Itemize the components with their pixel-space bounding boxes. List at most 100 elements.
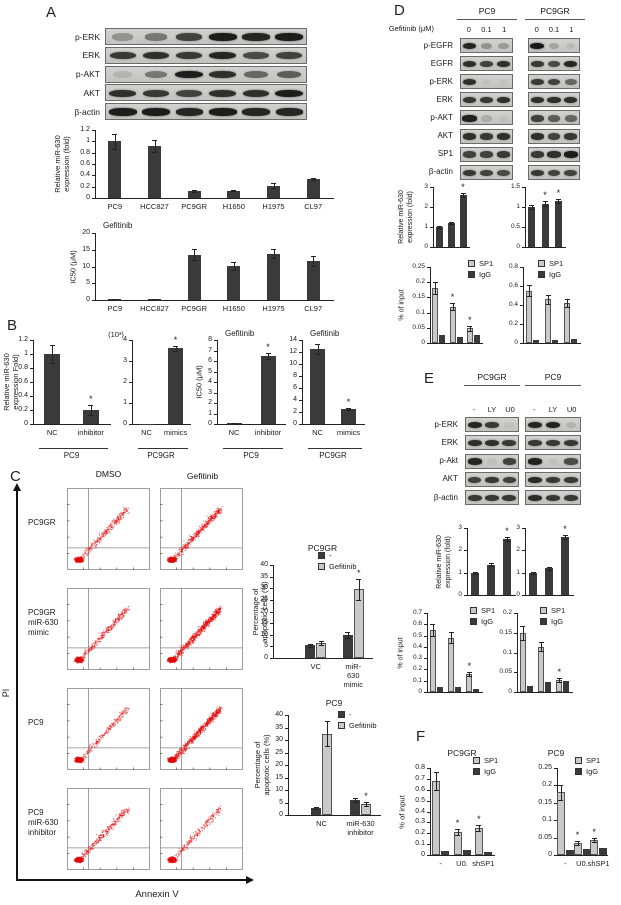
error-bar [273, 182, 275, 189]
legend-swatch-SP1 [540, 607, 547, 614]
y-tick [92, 130, 95, 131]
y-tick [92, 141, 95, 143]
x-axis [273, 658, 373, 659]
y-tick [214, 392, 217, 394]
blot-row-label: p-AKT [75, 69, 100, 79]
y-tick-label: 0.1 [415, 840, 425, 848]
x-tick-label: U0. [576, 859, 588, 868]
error-cap [191, 190, 197, 192]
bar [449, 306, 456, 343]
flow-plot [160, 588, 243, 670]
flow-row-label: PC9GR [28, 518, 56, 527]
error-cap [504, 536, 510, 538]
y-tick [427, 789, 430, 791]
error-cap [530, 573, 536, 575]
blot-band [564, 133, 578, 140]
y-tick-label: 5 [86, 279, 90, 287]
y-tick [430, 187, 433, 188]
bar [311, 807, 321, 815]
error-cap [546, 566, 552, 568]
error-cap [152, 151, 157, 153]
y-tick-label: 0.6 [80, 160, 90, 167]
blot-strip [465, 417, 519, 432]
lane-dose-label: 0 [534, 25, 539, 34]
y-tick [430, 207, 433, 208]
blot-strip [525, 417, 581, 432]
blot-band [530, 133, 545, 140]
error-cap [530, 571, 536, 573]
y-tick-label: 3 [458, 524, 462, 531]
blot-band [175, 70, 204, 79]
panel-d-letter: D [394, 2, 405, 19]
legend-swatch-Gefitinib [318, 563, 325, 570]
y-tick [214, 403, 217, 404]
blot-strip [105, 103, 307, 120]
blot-strip [105, 65, 307, 83]
error-bar [436, 772, 438, 790]
blot-strip [105, 28, 307, 45]
y-tick-label: 0 [514, 339, 518, 346]
error-bar [194, 190, 196, 193]
y-tick-label: 0.1 [412, 676, 422, 684]
y-tick-label: 0 [548, 851, 552, 858]
y-tick-label: 0.2 [502, 609, 512, 616]
legend-label: IgG [551, 617, 564, 626]
y-tick [285, 790, 288, 791]
blot-band [244, 70, 268, 79]
underline [525, 385, 581, 386]
error-cap [542, 206, 548, 208]
y-tick [92, 152, 95, 154]
y-tick [129, 382, 132, 383]
x-axis [302, 424, 365, 425]
y-tick-label: 1 [516, 568, 520, 576]
error-bar [558, 199, 560, 203]
annexin-axis-arrowhead-icon [246, 875, 254, 884]
error-cap [324, 746, 330, 748]
y-tick [270, 634, 273, 636]
error-bar [560, 784, 562, 800]
blot-row-label: AKT [83, 87, 100, 98]
blot-strip [460, 128, 513, 144]
blot-band [563, 494, 579, 502]
bar [260, 355, 276, 424]
blot-band [109, 52, 136, 60]
y-tick-label: 2 [123, 378, 127, 385]
error-cap [310, 265, 316, 267]
y-tick-label: 5 [279, 798, 283, 806]
error-cap [448, 221, 454, 223]
error-bar [310, 643, 312, 647]
annexin-axis-line [16, 879, 246, 881]
y-tick [285, 740, 288, 741]
x-tick-label: VC [310, 662, 321, 671]
error-bar [268, 352, 269, 359]
legend-label: IgG [549, 270, 562, 279]
y-tick-label: 6 [208, 357, 212, 364]
y-tick [92, 300, 95, 301]
y-tick [464, 595, 467, 596]
blot-band [462, 169, 477, 176]
bar [599, 848, 608, 855]
y-tick [299, 400, 302, 401]
y-tick-label: 4 [208, 378, 212, 385]
legend-label: SP1 [484, 756, 499, 765]
y-tick [427, 800, 430, 802]
blot-band [564, 79, 577, 86]
y-tick-label: 15 [275, 773, 283, 781]
blot-band [112, 33, 134, 41]
sig-asterisk: * [455, 818, 460, 829]
chart-title: PC9GR [307, 543, 338, 553]
y-tick [427, 312, 430, 314]
error-cap [315, 344, 320, 346]
error-cap [191, 249, 197, 251]
x-tick-label: shSP1 [587, 859, 610, 868]
error-bar [435, 282, 437, 295]
legend-swatch-SP1 [538, 260, 545, 267]
sig-asterisk: * [468, 314, 472, 325]
blot-band [564, 458, 578, 465]
error-bar [52, 344, 54, 364]
blot-band [479, 97, 494, 104]
y-axis-label: Relative miR-630 expression Fold) [2, 353, 20, 411]
y-tick-label: 0 [418, 688, 422, 695]
blot-strip [460, 74, 513, 90]
y-tick [270, 611, 273, 613]
